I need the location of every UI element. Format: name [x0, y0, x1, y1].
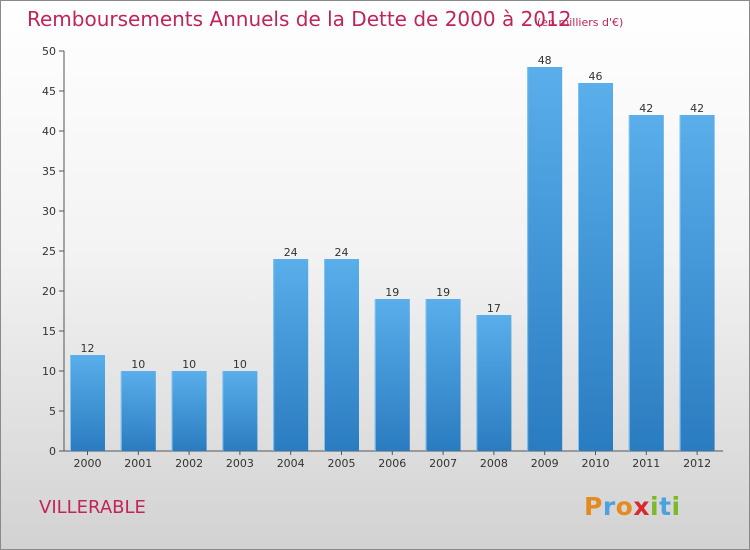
logo-letter: r — [602, 492, 616, 521]
y-tick-label: 45 — [42, 85, 56, 98]
data-label: 19 — [436, 286, 450, 299]
bar-2004 — [273, 259, 309, 451]
y-tick-label: 25 — [42, 245, 56, 258]
data-label: 48 — [538, 54, 552, 67]
x-tick-label: 2010 — [582, 457, 610, 470]
data-label: 10 — [131, 358, 145, 371]
commune-name: VILLERABLE — [39, 497, 146, 518]
y-tick-label: 5 — [49, 405, 56, 418]
x-tick-label: 2011 — [632, 457, 660, 470]
bar-2002 — [171, 371, 207, 451]
y-tick-label: 20 — [42, 285, 56, 298]
chart-title: Remboursements Annuels de la Dette de 20… — [27, 7, 572, 31]
data-label: 19 — [385, 286, 399, 299]
bar-2011 — [628, 115, 664, 451]
y-tick-label: 35 — [42, 165, 56, 178]
data-label: 10 — [233, 358, 247, 371]
x-tick-label: 2002 — [175, 457, 203, 470]
y-tick-label: 50 — [42, 45, 56, 58]
x-tick-label: 2005 — [328, 457, 356, 470]
data-label: 17 — [487, 302, 501, 315]
logo-letter: x — [633, 492, 650, 521]
logo-letter: o — [615, 492, 634, 521]
logo-letter: t — [659, 492, 672, 521]
bar-2005 — [324, 259, 359, 451]
bar-2003 — [222, 371, 258, 451]
x-tick-label: 2009 — [531, 457, 559, 470]
x-tick-label: 2008 — [480, 457, 508, 470]
logo-letter: P — [584, 492, 603, 521]
bar-2000 — [70, 355, 105, 451]
data-label: 10 — [182, 358, 196, 371]
y-tick-label: 0 — [49, 445, 56, 458]
bar-2010 — [578, 83, 613, 451]
data-label: 42 — [690, 102, 704, 115]
y-tick-label: 10 — [42, 365, 56, 378]
data-label: 46 — [589, 70, 603, 83]
data-label: 24 — [335, 246, 349, 259]
bar-2001 — [120, 371, 156, 451]
y-tick-label: 40 — [42, 125, 56, 138]
data-label: 42 — [639, 102, 653, 115]
data-label: 12 — [81, 342, 95, 355]
x-tick-label: 2003 — [226, 457, 254, 470]
unit-note: (en milliers d'€) — [537, 16, 624, 29]
y-tick-label: 15 — [42, 325, 56, 338]
bar-2006 — [374, 299, 410, 451]
bar-2008 — [476, 315, 512, 451]
proxiti-logo: Proxiti — [584, 492, 681, 521]
x-tick-label: 2001 — [124, 457, 152, 470]
y-tick-label: 30 — [42, 205, 56, 218]
bar-2009 — [527, 67, 563, 451]
x-tick-label: 2000 — [74, 457, 102, 470]
x-tick-label: 2007 — [429, 457, 457, 470]
x-tick-label: 2004 — [277, 457, 305, 470]
bar-2007 — [425, 299, 461, 451]
logo-letter: i — [671, 492, 681, 521]
bar-2012 — [679, 115, 715, 451]
x-tick-label: 2012 — [683, 457, 711, 470]
x-tick-label: 2006 — [378, 457, 406, 470]
logo-letter: i — [650, 492, 660, 521]
data-label: 24 — [284, 246, 298, 259]
